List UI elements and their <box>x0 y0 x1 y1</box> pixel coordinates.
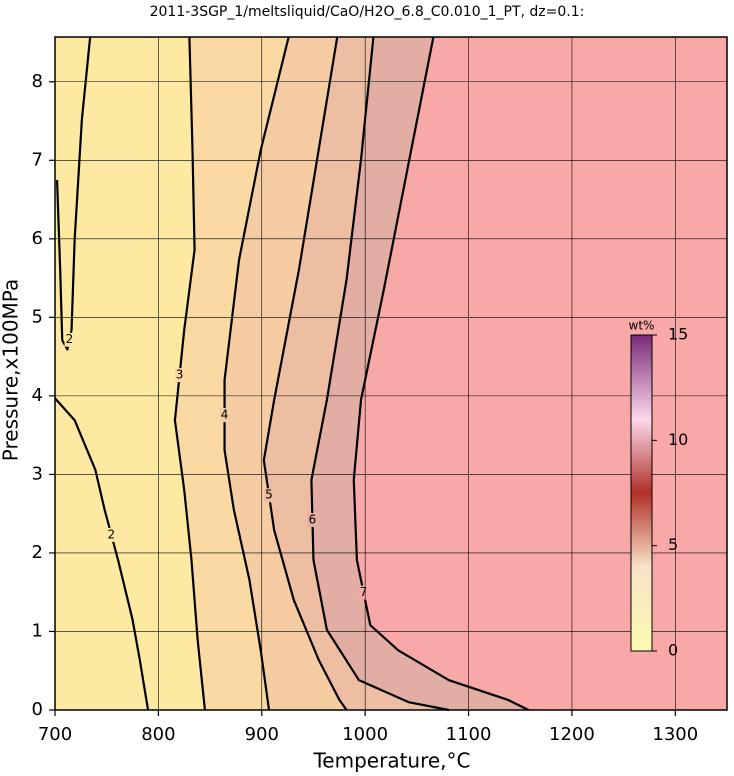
contour-label: 7 <box>360 585 368 599</box>
colorbar-label: wt% <box>629 319 655 333</box>
y-tick-label: 3 <box>32 463 43 484</box>
x-axis-label: Temperature,°C <box>312 749 470 773</box>
contour-label-bg <box>358 585 369 600</box>
contour-label-bg <box>64 332 75 347</box>
contour-line <box>223 36 290 711</box>
y-tick-label: 5 <box>32 306 43 327</box>
x-tick-label: 900 <box>245 724 279 745</box>
contour-label: 6 <box>309 512 317 526</box>
y-tick-label: 2 <box>32 542 43 563</box>
contour-label-bg <box>174 368 185 383</box>
contour-label: 5 <box>265 488 273 502</box>
plot-frame <box>54 36 728 711</box>
contour-label: 4 <box>221 408 229 422</box>
y-tick-label: 1 <box>32 620 43 641</box>
x-tick-label: 800 <box>141 724 175 745</box>
x-tick-label: 1100 <box>446 724 492 745</box>
contour-label-bg <box>219 408 230 423</box>
contour-label-bg <box>264 488 275 503</box>
y-tick-label: 6 <box>32 228 43 249</box>
colorbar-tick-label: 5 <box>668 535 678 554</box>
x-tick-label: 1200 <box>549 724 595 745</box>
colorbar <box>630 334 653 652</box>
colorbar-tick-label: 0 <box>668 641 678 660</box>
x-tick-label: 1000 <box>342 724 388 745</box>
y-tick-label: 8 <box>32 71 43 92</box>
colorbar-tick-label: 15 <box>668 325 688 344</box>
contour-line <box>173 36 207 711</box>
y-axis-label: Pressure,x100MPa <box>0 279 23 461</box>
x-tick-label: 1300 <box>652 724 698 745</box>
contour-label: 3 <box>176 368 184 382</box>
contour-label: 2 <box>66 332 74 346</box>
y-tick-label: 4 <box>32 385 43 406</box>
x-tick-label: 700 <box>38 724 72 745</box>
contour-label-bg <box>307 512 318 527</box>
chart-title: 2011-3SGP_1/meltsliquid/CaO/H2O_6.8_C0.0… <box>150 4 585 20</box>
contour-label-bg <box>106 527 117 542</box>
y-tick-label: 0 <box>32 699 43 720</box>
y-tick-label: 7 <box>32 149 43 170</box>
colorbar-tick-label: 10 <box>668 430 688 449</box>
contour-label: 2 <box>108 527 116 541</box>
